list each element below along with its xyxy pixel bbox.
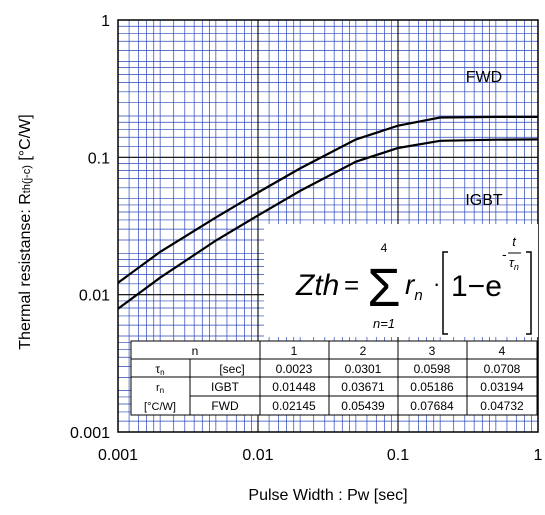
formula-r: rn (405, 269, 423, 304)
table-fwd-3: 0.07684 (410, 399, 454, 413)
formula-sum-upper: 4 (381, 241, 388, 255)
x-tick-label: 0.1 (387, 447, 409, 464)
table-fwd-1: 0.02145 (272, 399, 316, 413)
table-r-symbol: rn (156, 382, 164, 395)
table-r-unit: [°C/W] (144, 401, 176, 413)
table-grid (131, 341, 537, 415)
table-header-4: 4 (499, 344, 506, 358)
parameter-table: n 1 2 3 4 τn [sec] 0.0023 0.0301 0.0598 … (130, 340, 538, 416)
formula-r-subscript: n (414, 287, 422, 304)
formula-background (264, 224, 538, 337)
table-fwd-label: FWD (211, 399, 239, 413)
table-header-3: 3 (429, 344, 436, 358)
table-header-1: 1 (291, 344, 298, 358)
y-axis-label-unit: [°C/W] (17, 114, 34, 165)
table-tau-4: 0.0708 (484, 362, 521, 376)
y-tick-label: 0.001 (70, 425, 110, 442)
table-tau-sym: τ (155, 362, 160, 376)
table-header-n: n (192, 344, 199, 358)
formula-eq: = (344, 270, 359, 300)
table-header-2: 2 (360, 344, 367, 358)
table-igbt-3: 0.05186 (410, 380, 454, 394)
table-tau-symbol: τn (155, 362, 164, 377)
table-tau-1: 0.0023 (276, 362, 313, 376)
formula-dot: · (433, 271, 440, 296)
formula-tau-symbol: τ (509, 255, 515, 270)
formula-one-minus-e: 1−e (451, 270, 502, 303)
table-fwd-2: 0.05439 (341, 399, 385, 413)
formula-left-paren (442, 251, 448, 335)
series-line-fwd (117, 115, 538, 284)
y-tick-label: 0.01 (79, 288, 110, 305)
formula-exponent-numerator: t (512, 234, 517, 249)
y-tick-label: 0.1 (88, 150, 110, 167)
table-background (130, 340, 538, 416)
table-igbt-2: 0.03671 (341, 380, 385, 394)
table-igbt-label: IGBT (211, 380, 240, 394)
table-tau-2: 0.0301 (345, 362, 382, 376)
series-layer (117, 115, 539, 310)
table-igbt-1: 0.01448 (272, 380, 316, 394)
table-r-sub: n (160, 386, 164, 395)
formula-lhs: Zth (295, 269, 339, 302)
table-tau-sub: n (160, 368, 164, 377)
table-r-sym: r (156, 382, 160, 394)
y-axis-label-sub: th(j-c) (21, 165, 33, 193)
series-line-igbt (117, 138, 539, 310)
formula: Zth = 4 Σ n=1 rn · 1−e - t τn (264, 224, 538, 337)
formula-sigma: Σ (367, 258, 400, 318)
table-tau-unit: [sec] (219, 362, 244, 376)
formula-tau-subscript: n (514, 262, 519, 272)
x-tick-label: 0.001 (98, 447, 138, 464)
x-tick-label: 0.01 (242, 447, 273, 464)
series-label-fwd: FWD (466, 69, 502, 86)
x-tick-label: 1 (534, 447, 543, 464)
x-axis-label: Pulse Width : Pw [sec] (248, 487, 407, 504)
table-igbt-4: 0.03194 (480, 380, 524, 394)
table-tau-3: 0.0598 (414, 362, 451, 376)
table-fwd-4: 0.04732 (480, 399, 524, 413)
y-axis-label: Thermal resistanse: Rth(j-c) [°C/W] (17, 114, 34, 349)
formula-exponent-sign: - (502, 246, 507, 262)
axes: 0.001 0.01 0.1 1 1 0.1 0.01 0.001 (70, 13, 543, 464)
y-axis-label-main: Thermal resistanse: R (17, 193, 34, 350)
formula-r-symbol: r (405, 269, 416, 300)
formula-right-paren (526, 251, 532, 335)
formula-exponent-denominator: τn (509, 255, 519, 272)
series-label-igbt: IGBT (465, 192, 503, 209)
y-tick-label: 1 (101, 13, 110, 30)
formula-sum-lower: n=1 (373, 316, 395, 331)
